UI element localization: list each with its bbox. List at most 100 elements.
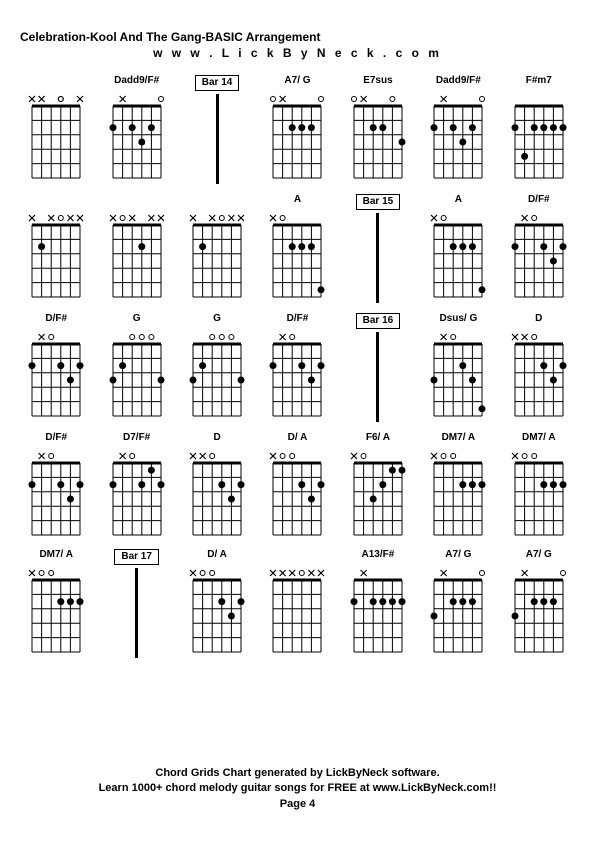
chord-label: Dadd9/F# xyxy=(114,75,159,89)
chord-diagram-cell: D/F# xyxy=(503,194,575,303)
fretboard-diagram xyxy=(509,566,569,656)
chord-diagram-cell: F#m7 xyxy=(503,75,575,184)
chord-diagram-cell: Dadd9/F# xyxy=(422,75,494,184)
bar-label: Bar 15 xyxy=(356,194,401,210)
fretboard-diagram xyxy=(107,330,167,420)
chord-diagram-cell: D/ A xyxy=(181,549,253,658)
chord-diagram-cell: D/ A xyxy=(261,432,333,539)
fretboard-diagram xyxy=(509,449,569,539)
footer-line-3: Page 4 xyxy=(0,797,595,812)
fretboard-diagram xyxy=(428,566,488,656)
fretboard-diagram xyxy=(187,330,247,420)
chord-label: D/F# xyxy=(528,194,550,208)
chord-diagram-cell: A xyxy=(422,194,494,303)
chord-label: E7sus xyxy=(363,75,392,89)
chord-label: A7/ G xyxy=(526,549,552,563)
chord-label: DM7/ A xyxy=(39,549,73,563)
bar-line xyxy=(107,568,167,658)
fretboard-diagram xyxy=(107,449,167,539)
chord-label: D/F# xyxy=(45,313,67,327)
chord-label: A7/ G xyxy=(445,549,471,563)
bar-label: Bar 17 xyxy=(114,549,159,565)
chord-diagram-cell xyxy=(261,549,333,658)
footer-line-2: Learn 1000+ chord melody guitar songs fo… xyxy=(0,781,595,796)
chord-diagram-cell: D xyxy=(181,432,253,539)
bar-label: Bar 16 xyxy=(356,313,401,329)
fretboard-diagram xyxy=(107,211,167,301)
chord-diagram-cell xyxy=(181,194,253,303)
fretboard-diagram xyxy=(267,92,327,182)
chord-label: A xyxy=(455,194,462,208)
bar-marker: Bar 15 xyxy=(342,194,414,303)
chord-diagram-cell: A7/ G xyxy=(261,75,333,184)
chord-diagram-cell: D xyxy=(503,313,575,422)
fretboard-diagram xyxy=(428,330,488,420)
chord-label: D/F# xyxy=(287,313,309,327)
chord-diagram-cell: E7sus xyxy=(342,75,414,184)
chord-label: F6/ A xyxy=(366,432,390,446)
fretboard-diagram xyxy=(509,211,569,301)
chord-diagram-cell: Dsus/ G xyxy=(422,313,494,422)
fretboard-diagram xyxy=(348,92,408,182)
footer: Chord Grids Chart generated by LickByNec… xyxy=(0,766,595,812)
url-line: w w w . L i c k B y N e c k . c o m xyxy=(20,46,575,60)
bar-line xyxy=(348,213,408,303)
chord-label: D/ A xyxy=(288,432,308,446)
chord-diagram-cell: D/F# xyxy=(20,313,92,422)
fretboard-diagram xyxy=(428,449,488,539)
fretboard-diagram xyxy=(107,92,167,182)
chord-label: Dadd9/F# xyxy=(436,75,481,89)
chord-label: D xyxy=(535,313,542,327)
chord-diagram-cell: G xyxy=(181,313,253,422)
fretboard-diagram xyxy=(187,566,247,656)
chord-label: D xyxy=(213,432,220,446)
fretboard-diagram xyxy=(26,566,86,656)
chord-label: G xyxy=(213,313,221,327)
chord-diagram-cell xyxy=(20,75,92,184)
fretboard-diagram xyxy=(267,566,327,656)
bar-line xyxy=(187,94,247,184)
chord-label: A13/F# xyxy=(362,549,395,563)
fretboard-diagram xyxy=(348,449,408,539)
chord-label: G xyxy=(133,313,141,327)
bar-marker: Bar 17 xyxy=(100,549,172,658)
chord-diagram-cell: G xyxy=(100,313,172,422)
fretboard-diagram xyxy=(187,449,247,539)
chord-diagram-cell: A xyxy=(261,194,333,303)
fretboard-diagram xyxy=(509,330,569,420)
fretboard-diagram xyxy=(509,92,569,182)
fretboard-diagram xyxy=(26,449,86,539)
chord-diagram-cell xyxy=(100,194,172,303)
chord-diagram-cell: A13/F# xyxy=(342,549,414,658)
chord-diagram-cell: DM7/ A xyxy=(20,549,92,658)
chord-diagram-cell: D/F# xyxy=(20,432,92,539)
chord-diagram-cell: D/F# xyxy=(261,313,333,422)
fretboard-diagram xyxy=(187,211,247,301)
chord-diagram-cell: F6/ A xyxy=(342,432,414,539)
fretboard-diagram xyxy=(428,211,488,301)
chord-diagram-cell: DM7/ A xyxy=(422,432,494,539)
fretboard-diagram xyxy=(26,211,86,301)
bar-line xyxy=(348,332,408,422)
chord-label: A7/ G xyxy=(284,75,310,89)
chord-diagram-cell: A7/ G xyxy=(503,549,575,658)
fretboard-diagram xyxy=(348,566,408,656)
bar-marker: Bar 16 xyxy=(342,313,414,422)
chord-label: D/ A xyxy=(207,549,227,563)
fretboard-diagram xyxy=(26,330,86,420)
chord-label: D7/F# xyxy=(123,432,150,446)
chord-diagram-cell: A7/ G xyxy=(422,549,494,658)
fretboard-diagram xyxy=(26,92,86,182)
fretboard-diagram xyxy=(267,449,327,539)
fretboard-diagram xyxy=(267,211,327,301)
chord-label: DM7/ A xyxy=(522,432,556,446)
page-title: Celebration-Kool And The Gang-BASIC Arra… xyxy=(20,30,575,44)
chord-label: DM7/ A xyxy=(442,432,476,446)
chord-diagram-cell: DM7/ A xyxy=(503,432,575,539)
chord-diagram-cell: Dadd9/F# xyxy=(100,75,172,184)
fretboard-diagram xyxy=(267,330,327,420)
fretboard-diagram xyxy=(428,92,488,182)
chord-diagram-cell: D7/F# xyxy=(100,432,172,539)
chord-diagram-cell xyxy=(20,194,92,303)
footer-line-1: Chord Grids Chart generated by LickByNec… xyxy=(0,766,595,781)
